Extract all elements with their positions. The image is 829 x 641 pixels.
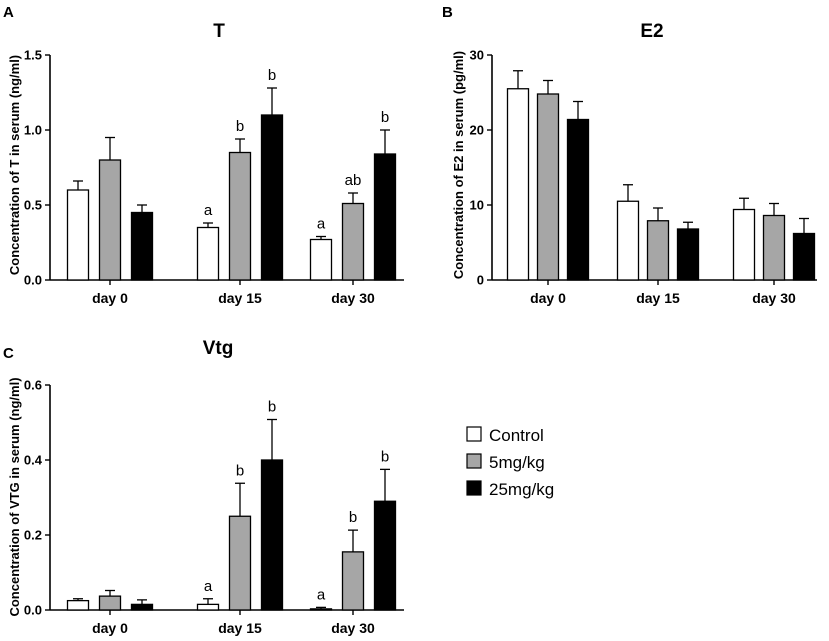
legend-item-control: Control <box>466 426 544 445</box>
significance-label: b <box>236 118 244 135</box>
bar-c-5mg-day0 <box>98 595 122 611</box>
panel-letter-b: B <box>442 4 453 21</box>
bar-a-control-day15 <box>196 226 220 281</box>
bar-b-25mg-day30 <box>792 232 816 281</box>
panel-b-category-label: day 15 <box>636 290 680 306</box>
panel-b-category-label: day 30 <box>752 290 796 306</box>
panel-a-title: T <box>213 21 225 42</box>
panel-c-ylabel: Concentration of VTG in serum (ng/ml) <box>7 377 22 616</box>
bar-c-25mg-day30 <box>373 500 397 611</box>
panel-b: B E2 Concentration of E2 in serum (pg/ml… <box>442 4 817 306</box>
bar-c-5mg-day30 <box>341 551 365 611</box>
panel-c-category-label: day 30 <box>331 620 375 636</box>
bar-c-25mg-day0 <box>130 603 154 611</box>
panel-b-ytick-label: 0 <box>477 273 484 288</box>
panel-a-category-label: day 30 <box>331 290 375 306</box>
significance-label: a <box>317 216 326 233</box>
bar-a-25mg-day15 <box>260 114 284 281</box>
panel-c-ytick-label: 0.2 <box>24 528 42 543</box>
panel-letter-a: A <box>3 4 14 21</box>
panel-c-title: Vtg <box>203 338 234 359</box>
bar-a-25mg-day0 <box>130 211 154 281</box>
panel-b-ytick-label: 30 <box>470 48 484 63</box>
significance-label: b <box>381 448 389 465</box>
bar-a-control-day0 <box>66 189 90 281</box>
bar-b-5mg-day15 <box>646 220 670 281</box>
bar-c-control-day30 <box>309 608 333 611</box>
bar-b-control-day0 <box>506 88 530 281</box>
panel-a-ylabel: Concentration of T in serum (ng/ml) <box>7 55 22 275</box>
bar-b-control-day30 <box>732 208 756 281</box>
panel-b-ytick-label: 20 <box>470 123 484 138</box>
bar-c-control-day0 <box>66 599 90 611</box>
bar-b-25mg-day0 <box>566 118 590 281</box>
legend-label-25mg: 25mg/kg <box>489 480 554 499</box>
significance-label: b <box>236 462 244 479</box>
legend-label-5mg: 5mg/kg <box>489 453 545 472</box>
legend: Control 5mg/kg 25mg/kg <box>466 426 554 499</box>
panel-c: C Vtg Concentration of VTG in serum (ng/… <box>3 338 404 636</box>
bar-c-control-day15 <box>196 603 220 611</box>
bar-a-5mg-day30 <box>341 202 365 281</box>
bar-c-5mg-day15 <box>228 515 252 611</box>
legend-item-25mg: 25mg/kg <box>466 480 554 499</box>
panel-c-ytick-label: 0.0 <box>24 603 42 618</box>
panel-c-category-label: day 0 <box>92 620 128 636</box>
bar-a-25mg-day30 <box>373 153 397 281</box>
panel-a-ytick-label: 0.5 <box>24 198 42 213</box>
significance-label: a <box>204 578 213 595</box>
panel-a-category-label: day 15 <box>218 290 262 306</box>
bar-b-5mg-day0 <box>536 93 560 281</box>
panel-a: A T Concentration of T in serum (ng/ml) … <box>3 4 404 306</box>
significance-label: b <box>381 109 389 126</box>
significance-label: a <box>204 202 213 219</box>
legend-swatch-control <box>466 426 482 442</box>
panel-a-ytick-label: 1.5 <box>24 48 42 63</box>
panel-c-category-label: day 15 <box>218 620 262 636</box>
bar-b-control-day15 <box>616 200 640 281</box>
panel-c-ytick-label: 0.6 <box>24 378 42 393</box>
panel-b-ytick-label: 10 <box>470 198 484 213</box>
legend-swatch-25mg <box>466 480 482 496</box>
significance-label: b <box>268 67 276 84</box>
panel-a-ytick-label: 0.0 <box>24 273 42 288</box>
panel-c-ytick-label: 0.4 <box>24 453 43 468</box>
bar-a-control-day30 <box>309 238 333 281</box>
bar-b-5mg-day30 <box>762 214 786 281</box>
significance-label: a <box>317 586 326 603</box>
significance-label: b <box>349 509 357 526</box>
panel-a-ytick-label: 1.0 <box>24 123 42 138</box>
bar-c-25mg-day15 <box>260 459 284 611</box>
bar-b-25mg-day15 <box>676 228 700 281</box>
bar-a-5mg-day0 <box>98 159 122 281</box>
significance-label: ab <box>345 172 362 189</box>
bar-a-5mg-day15 <box>228 151 252 281</box>
legend-label-control: Control <box>489 426 544 445</box>
panel-b-ylabel: Concentration of E2 in serum (pg/ml) <box>451 51 466 279</box>
panel-b-category-label: day 0 <box>530 290 566 306</box>
panel-a-category-label: day 0 <box>92 290 128 306</box>
legend-swatch-5mg <box>466 453 482 469</box>
panel-letter-c: C <box>3 345 14 362</box>
significance-label: b <box>268 399 276 416</box>
panel-b-title: E2 <box>640 21 663 42</box>
legend-item-5mg: 5mg/kg <box>466 453 545 472</box>
